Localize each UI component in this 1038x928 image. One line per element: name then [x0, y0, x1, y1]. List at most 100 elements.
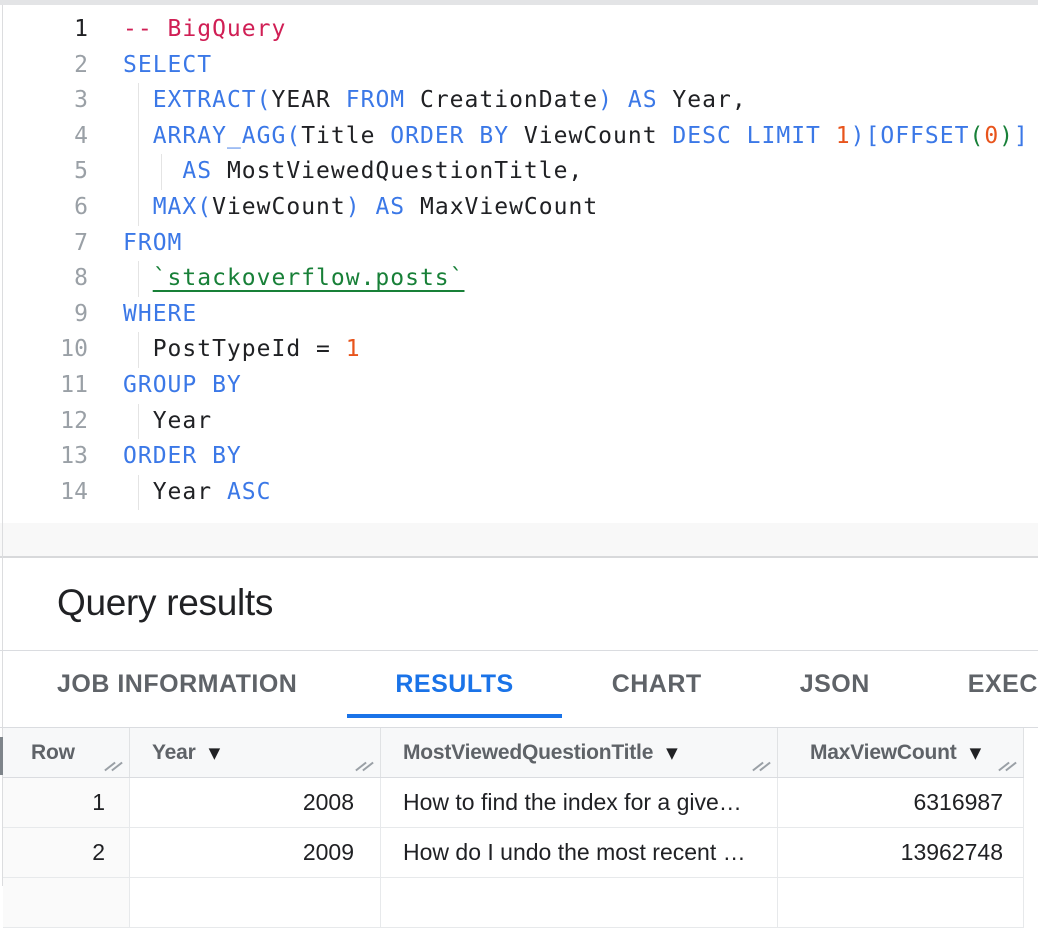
editor-bottom-spacer [0, 523, 1038, 556]
line-number: 7 [74, 229, 88, 256]
table-cell [3, 878, 130, 927]
line-number: 12 [60, 407, 88, 434]
code-token: ( [969, 122, 985, 149]
table-cell[interactable]: 13962748 [778, 828, 1024, 877]
tab-json[interactable]: JSON [799, 670, 870, 698]
code-line-content: PostTypeId = 1 [123, 332, 361, 368]
editor-horizontal-scrollbar[interactable] [0, 0, 1038, 5]
code-token: ) [345, 193, 361, 220]
code-token: = [316, 336, 331, 363]
table-reference-link[interactable]: `stackoverflow.posts` [152, 265, 465, 292]
code-line-content: Year [123, 404, 212, 440]
code-token: DESC [672, 122, 732, 149]
code-token: GROUP BY [123, 371, 242, 398]
code-token: ( [197, 193, 213, 220]
code-token: Year, [657, 87, 747, 114]
code-token: AS [375, 193, 406, 220]
code-line-content: MAX(ViewCount) AS MaxViewCount [123, 190, 598, 226]
line-number: 9 [74, 300, 88, 327]
code-token: Year [123, 478, 227, 505]
line-number: 5 [74, 158, 88, 185]
code-line-content: AS MostViewedQuestionTitle, [123, 154, 583, 190]
indent-guide-line [161, 154, 162, 190]
code-line: 9 WHERE [0, 297, 1038, 333]
code-token [123, 158, 182, 184]
line-number: 13 [60, 443, 88, 470]
code-token: 1 [835, 122, 851, 149]
sort-icon[interactable]: ▼ [666, 743, 678, 762]
code-line-content: `stackoverflow.posts` [123, 261, 465, 297]
table-cell[interactable]: 2008 [130, 778, 381, 827]
code-token: WHERE [123, 300, 198, 327]
code-token: [ [865, 122, 881, 149]
line-number: 4 [74, 122, 88, 149]
column-header-maxviewcount[interactable]: MaxViewCount ▼ [778, 728, 1024, 777]
line-number: 10 [60, 336, 88, 363]
code-token: MaxViewCount [405, 193, 599, 220]
editor-results-divider[interactable] [0, 556, 1038, 558]
table-header-row: Row Year ▼ MostViewedQuestionTitle ▼ MaxViewC… [3, 728, 1024, 778]
indent-guide-line [138, 118, 139, 155]
line-number: 3 [74, 87, 88, 114]
code-token: SELECT [123, 51, 213, 78]
column-header-year[interactable]: Year ▼ [130, 728, 381, 777]
column-header-mostviewedquestiontitle[interactable]: MostViewedQuestionTitle ▼ [381, 728, 778, 777]
table-row: 1 2008 How to find the index for a give… 63… [3, 778, 1024, 828]
code-line-content: ORDER BY [123, 439, 242, 475]
code-token: OFFSET [880, 122, 970, 149]
code-token: FROM [123, 229, 183, 256]
code-token: ] [1014, 122, 1029, 149]
column-header-row[interactable]: Row [3, 728, 130, 777]
code-token: ORDER BY [390, 122, 510, 149]
cell-row-number: 2 [3, 828, 130, 877]
column-resize-handle[interactable] [998, 759, 1017, 774]
indent-guide-line [138, 474, 139, 511]
code-line: 4 ARRAY_AGG(Title ORDER BY ViewCount DES… [0, 118, 1038, 155]
table-cell[interactable]: 6316987 [778, 778, 1024, 827]
column-resize-handle[interactable] [104, 759, 123, 774]
line-number: 8 [74, 265, 88, 292]
sql-editor[interactable]: 1 -- BigQuery 2 SELECT 3 EXTRACT(YEAR FROM C… [0, 5, 1038, 523]
query-results-title: Query results [57, 582, 274, 623]
cell-row-number: 1 [3, 778, 130, 827]
code-line-content: SELECT [123, 48, 212, 84]
code-token [331, 336, 346, 362]
tab-job-information[interactable]: JOB INFORMATION [57, 670, 298, 698]
code-token: Year [123, 407, 213, 434]
code-token: ) [850, 122, 866, 149]
results-vertical-scrollbar-thumb[interactable] [0, 737, 3, 775]
indent-guide-line [138, 261, 139, 297]
table-cell[interactable]: How to find the index for a give… [381, 778, 778, 827]
tab-execution-details[interactable]: EXECUTION DETAILS [967, 670, 1038, 698]
code-token [732, 123, 747, 149]
code-line: 2 SELECT [0, 48, 1038, 84]
line-number: 11 [60, 371, 88, 398]
table-cell [381, 878, 778, 927]
code-line-content: ARRAY_AGG(Title ORDER BY ViewCount DESC … [123, 119, 1029, 155]
column-resize-handle[interactable] [355, 759, 374, 774]
tab-chart[interactable]: CHART [611, 670, 702, 698]
code-token: FROM [345, 87, 406, 114]
code-token: ( [286, 122, 302, 149]
table-cell[interactable]: 2009 [130, 828, 381, 877]
code-token: PostTypeId [123, 336, 317, 363]
table-cell[interactable]: How do I undo the most recent … [381, 828, 778, 877]
sort-icon[interactable]: ▼ [969, 743, 982, 762]
results-tab-bar: JOB INFORMATION RESULTS CHART JSON EXECUTION… [0, 651, 1038, 718]
code-line-content: GROUP BY [123, 368, 242, 404]
code-token: ViewCount [212, 193, 346, 220]
tab-results[interactable]: RESULTS [347, 651, 563, 718]
code-line: 14 Year ASC [0, 474, 1038, 511]
indent-guide-line [138, 83, 139, 119]
sort-icon[interactable]: ▼ [208, 743, 221, 762]
code-token: MostViewedQuestionTitle, [212, 158, 584, 185]
code-token: EXTRACT [152, 87, 257, 114]
code-line: 10 PostTypeId = 1 [0, 332, 1038, 368]
indent-guide-line [138, 403, 139, 440]
panel-left-border [2, 5, 3, 886]
code-line: 1 -- BigQuery [0, 12, 1038, 48]
code-token: -- BigQuery [123, 16, 287, 42]
code-token [361, 194, 376, 220]
column-resize-handle[interactable] [752, 759, 771, 774]
code-line: 5 AS MostViewedQuestionTitle, [0, 154, 1038, 190]
